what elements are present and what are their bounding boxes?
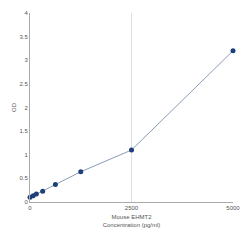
svg-text:5000: 5000 [226,205,240,211]
svg-text:1.5: 1.5 [19,128,28,134]
svg-text:3: 3 [24,57,28,63]
svg-text:1: 1 [24,152,28,158]
svg-text:0: 0 [28,205,32,211]
svg-text:2: 2 [24,105,28,111]
svg-text:0: 0 [24,199,28,205]
svg-text:OD: OD [11,102,17,112]
svg-text:0.5: 0.5 [19,175,28,181]
svg-text:4: 4 [24,10,28,16]
svg-text:2500: 2500 [125,205,139,211]
svg-text:3.5: 3.5 [19,34,28,40]
svg-text:2.5: 2.5 [19,81,28,87]
svg-text:Mouse EHMT2Concentration (pg/m: Mouse EHMT2Concentration (pg/ml) [103,214,161,228]
